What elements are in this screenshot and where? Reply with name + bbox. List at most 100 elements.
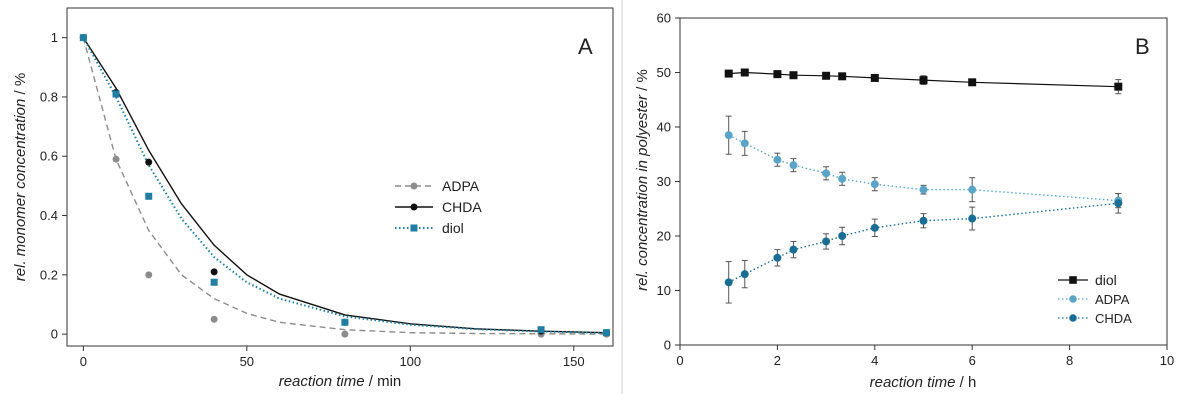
point-b-ADPA-7 bbox=[919, 185, 928, 194]
legend-marker-a-diol bbox=[410, 224, 418, 232]
x-tick-label-b-3: 6 bbox=[969, 353, 976, 368]
point-b-CHDA-4 bbox=[822, 237, 831, 246]
point-a-diol-1 bbox=[112, 90, 120, 98]
point-b-CHDA-6 bbox=[870, 223, 879, 232]
x-tick-label-a-3: 150 bbox=[563, 354, 585, 369]
point-b-ADPA-1 bbox=[740, 139, 749, 148]
legend-marker-b-CHDA bbox=[1069, 314, 1077, 322]
x-axis-label-a: reaction time bbox=[279, 373, 365, 390]
x-tick-label-b-4: 8 bbox=[1066, 353, 1073, 368]
point-b-diol-7 bbox=[919, 76, 928, 85]
x-axis-sep-a: / bbox=[365, 373, 378, 390]
fit-line-a-CHDA bbox=[82, 37, 607, 334]
y-tick-label-b-2: 20 bbox=[657, 229, 671, 244]
series-line-b-ADPA bbox=[728, 134, 1119, 202]
legend-a: ADPA CHDA diol bbox=[395, 178, 482, 236]
legend-b: diol ADPA CHDA bbox=[1058, 272, 1132, 326]
y-tick-label-a-4: 0.8 bbox=[40, 89, 58, 104]
y-ticks-b: 0 10 20 30 40 50 60 bbox=[657, 11, 680, 353]
x-ticks-a: 0 50 100 150 bbox=[80, 346, 585, 369]
point-b-diol-3 bbox=[789, 71, 798, 80]
x-axis-unit-b: h bbox=[968, 374, 976, 391]
y-axis-unit-b: % bbox=[634, 69, 651, 82]
x-tick-label-b-1: 2 bbox=[774, 353, 781, 368]
point-b-ADPA-2 bbox=[773, 155, 782, 164]
point-b-diol-6 bbox=[870, 73, 879, 82]
y-axis-sep-a: / bbox=[12, 86, 29, 99]
y-tick-label-a-5: 1 bbox=[51, 30, 58, 45]
series-line-b-CHDA bbox=[728, 202, 1119, 283]
y-axis-title-b: rel. concentration in polyester / % bbox=[634, 69, 651, 291]
y-tick-label-a-1: 0.2 bbox=[40, 267, 58, 282]
point-b-CHDA-7 bbox=[919, 216, 928, 225]
panel-b: 0 2 4 6 8 10 0 10 20 30 40 50 60 B reaction time / … bbox=[634, 11, 1174, 392]
y-tick-label-b-6: 60 bbox=[657, 11, 671, 26]
x-tick-label-a-1: 50 bbox=[240, 354, 254, 369]
x-tick-label-b-0: 0 bbox=[676, 353, 683, 368]
y-axis-label-b: rel. concentration in polyester bbox=[634, 94, 651, 291]
data-points-a bbox=[79, 34, 610, 338]
y-axis-title-a: rel. monomer concentration / % bbox=[12, 73, 29, 281]
point-b-ADPA-0 bbox=[724, 131, 733, 140]
point-b-CHDA-2 bbox=[773, 253, 782, 262]
series-lines-b bbox=[728, 71, 1119, 283]
y-tick-label-b-3: 30 bbox=[657, 174, 671, 189]
plot-frame-a bbox=[66, 7, 614, 347]
panel-a: 0 50 100 150 0 0.2 0.4 0.6 0.8 1 A reaction time… bbox=[12, 7, 614, 390]
point-a-diol-3 bbox=[210, 278, 218, 286]
point-b-ADPA-4 bbox=[822, 169, 831, 178]
point-b-ADPA-5 bbox=[838, 174, 847, 183]
point-b-diol-1 bbox=[740, 68, 749, 77]
legend-marker-a-CHDA bbox=[410, 203, 418, 211]
legend-label-b-diol: diol bbox=[1095, 272, 1117, 288]
fit-lines-a bbox=[82, 37, 607, 335]
y-tick-label-b-1: 10 bbox=[657, 283, 671, 298]
legend-marker-a-ADPA bbox=[410, 182, 418, 190]
y-tick-label-b-0: 0 bbox=[664, 338, 671, 353]
x-axis-sep-b: / bbox=[956, 374, 969, 391]
point-b-diol-2 bbox=[773, 70, 782, 79]
legend-label-b-CHDA: CHDA bbox=[1095, 311, 1132, 326]
x-ticks-b: 0 2 4 6 8 10 bbox=[676, 345, 1174, 368]
fit-line-a-diol bbox=[82, 37, 607, 334]
y-axis-label-a: rel. monomer concentration bbox=[12, 99, 29, 282]
x-tick-label-b-5: 10 bbox=[1160, 353, 1174, 368]
legend-label-a-ADPA: ADPA bbox=[442, 178, 480, 194]
point-b-CHDA-9 bbox=[1114, 199, 1123, 208]
x-axis-title-a: reaction time / min bbox=[279, 373, 402, 390]
panel-label-a: A bbox=[578, 34, 593, 59]
data-points-b bbox=[724, 68, 1123, 287]
legend-label-a-diol: diol bbox=[442, 220, 464, 236]
point-b-CHDA-8 bbox=[968, 214, 977, 223]
point-b-diol-9 bbox=[1114, 82, 1123, 91]
point-b-ADPA-8 bbox=[968, 185, 977, 194]
point-a-diol-5 bbox=[537, 326, 545, 334]
point-a-diol-4 bbox=[341, 318, 349, 326]
y-axis-sep-b: / bbox=[634, 82, 651, 95]
y-tick-label-a-3: 0.6 bbox=[40, 149, 58, 164]
point-a-CHDA-2 bbox=[145, 158, 153, 166]
x-axis-unit-a: min bbox=[377, 373, 401, 390]
point-a-ADPA-1 bbox=[112, 155, 120, 163]
x-tick-label-b-2: 4 bbox=[871, 353, 878, 368]
x-axis-label-b: reaction time bbox=[870, 374, 956, 391]
y-tick-label-b-5: 50 bbox=[657, 65, 671, 80]
series-line-b-diol bbox=[728, 71, 1119, 88]
x-tick-label-a-0: 0 bbox=[80, 354, 87, 369]
x-axis-title-b: reaction time / h bbox=[870, 374, 977, 391]
y-tick-label-b-4: 40 bbox=[657, 120, 671, 135]
point-a-ADPA-4 bbox=[341, 330, 349, 338]
point-b-ADPA-3 bbox=[789, 161, 798, 170]
point-a-CHDA-3 bbox=[210, 268, 218, 276]
point-a-diol-6 bbox=[602, 329, 610, 337]
fit-line-a-ADPA bbox=[82, 37, 607, 335]
plot-frame-b bbox=[679, 17, 1168, 346]
y-axis-unit-a: % bbox=[12, 73, 29, 86]
legend-label-a-CHDA: CHDA bbox=[442, 199, 482, 215]
point-b-diol-8 bbox=[968, 78, 977, 87]
point-b-ADPA-6 bbox=[870, 180, 879, 189]
y-tick-label-a-2: 0.4 bbox=[40, 208, 58, 223]
point-b-CHDA-0 bbox=[724, 278, 733, 287]
point-a-ADPA-3 bbox=[210, 315, 218, 323]
